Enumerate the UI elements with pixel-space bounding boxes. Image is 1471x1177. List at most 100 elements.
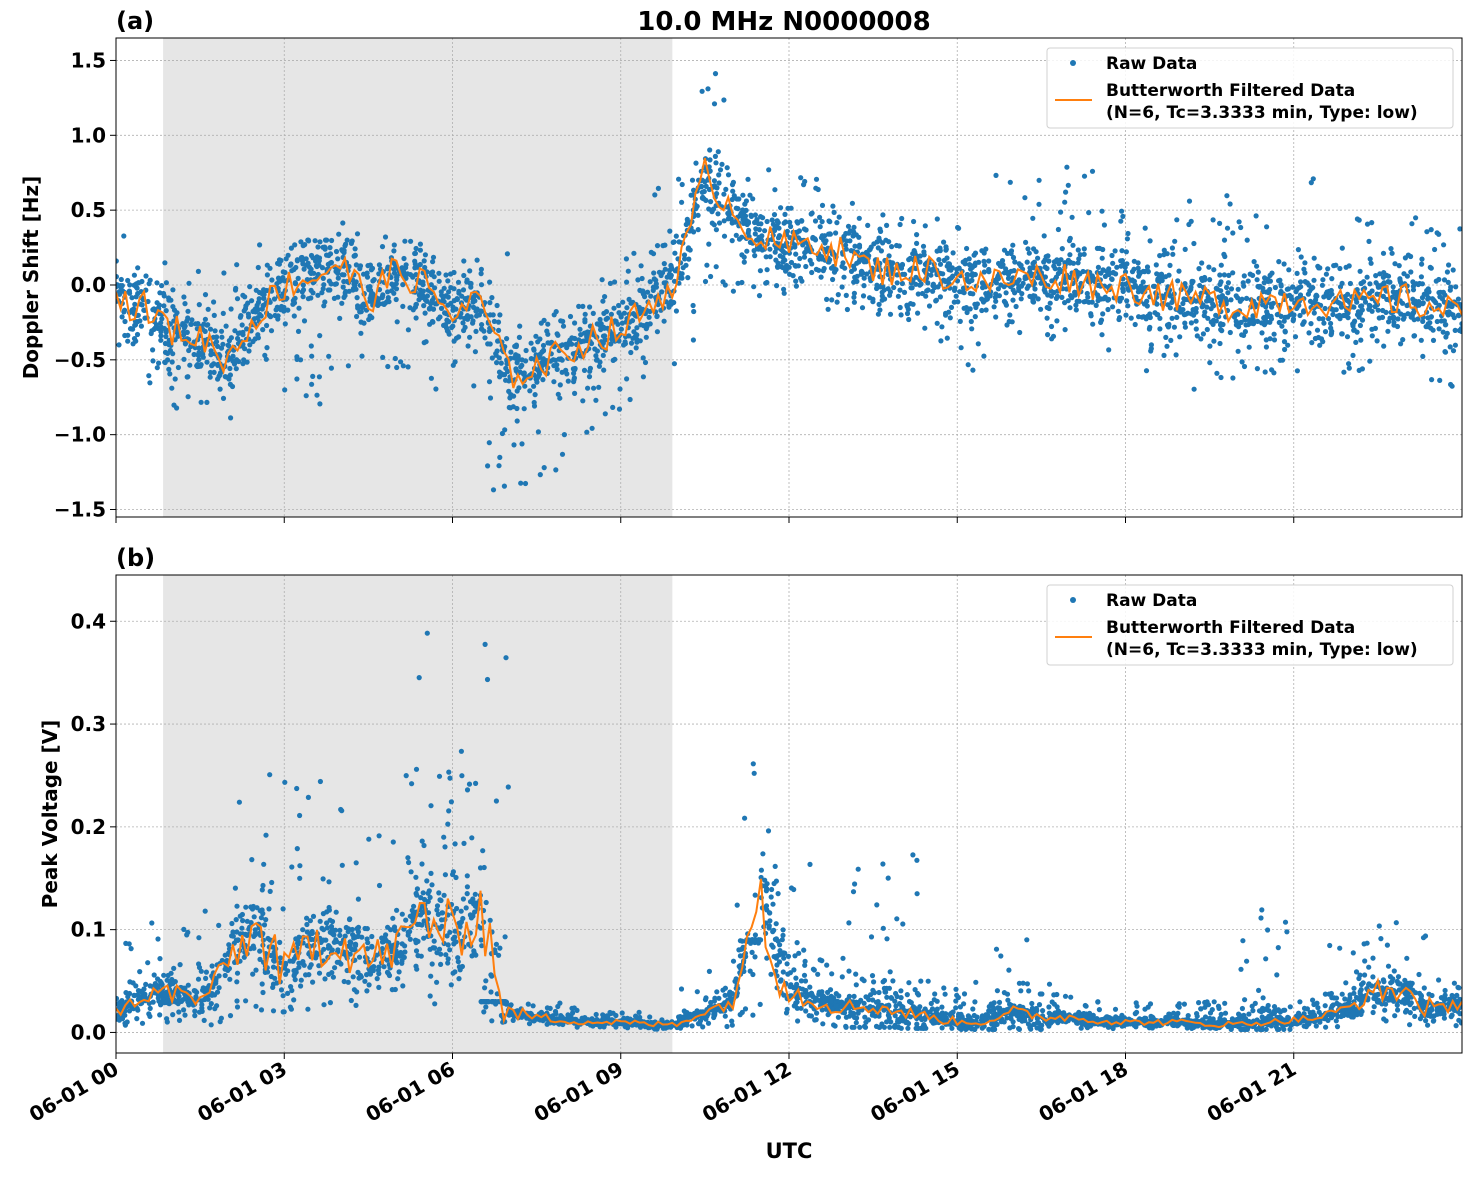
- raw-data-point: [442, 893, 447, 898]
- raw-data-point: [121, 233, 126, 238]
- raw-data-point: [487, 379, 492, 384]
- raw-data-point: [327, 945, 332, 950]
- raw-data-point: [1103, 295, 1108, 300]
- raw-data-point: [1361, 279, 1366, 284]
- raw-data-point: [1110, 304, 1115, 309]
- raw-data-point: [1010, 298, 1015, 303]
- raw-data-point: [1133, 322, 1138, 327]
- raw-data-point: [558, 382, 563, 387]
- raw-data-point: [517, 335, 522, 340]
- raw-data-point: [201, 355, 206, 360]
- raw-data-point: [587, 304, 592, 309]
- raw-data-point: [551, 379, 556, 384]
- raw-data-point: [122, 319, 127, 324]
- raw-data-point: [508, 350, 513, 355]
- raw-data-point: [679, 986, 684, 991]
- y-axis-label: Doppler Shift [Hz]: [19, 176, 43, 380]
- raw-data-point: [965, 273, 970, 278]
- raw-data-point: [466, 343, 471, 348]
- panel-label: (a): [116, 7, 154, 35]
- raw-data-point: [738, 953, 743, 958]
- raw-data-point: [1036, 296, 1041, 301]
- raw-data-point: [1046, 259, 1051, 264]
- raw-data-point: [553, 467, 558, 472]
- raw-data-point: [1063, 190, 1068, 195]
- raw-data-point: [400, 304, 405, 309]
- raw-data-point: [514, 406, 519, 411]
- raw-data-point: [199, 400, 204, 405]
- raw-data-point: [679, 200, 684, 205]
- raw-data-point: [428, 871, 433, 876]
- raw-data-point: [655, 314, 660, 319]
- raw-data-point: [676, 177, 681, 182]
- raw-data-point: [198, 364, 203, 369]
- raw-data-point: [261, 303, 266, 308]
- raw-data-point: [445, 278, 450, 283]
- raw-data-point: [1339, 305, 1344, 310]
- raw-data-point: [368, 313, 373, 318]
- raw-data-point: [966, 362, 971, 367]
- raw-data-point: [260, 981, 265, 986]
- raw-data-point: [234, 929, 239, 934]
- raw-data-point: [310, 290, 315, 295]
- x-axis-label: UTC: [766, 1139, 813, 1163]
- raw-data-point: [199, 1002, 204, 1007]
- raw-data-point: [322, 245, 327, 250]
- raw-data-point: [626, 269, 631, 274]
- raw-data-point: [1246, 279, 1251, 284]
- raw-data-point: [143, 273, 148, 278]
- raw-data-point: [425, 631, 430, 636]
- raw-data-point: [1398, 341, 1403, 346]
- raw-data-point: [478, 308, 483, 313]
- raw-data-point: [1381, 251, 1386, 256]
- raw-data-point: [1163, 335, 1168, 340]
- raw-data-point: [557, 1001, 562, 1006]
- raw-data-point: [227, 338, 232, 343]
- raw-data-point: [826, 232, 831, 237]
- raw-data-point: [1343, 313, 1348, 318]
- raw-data-point: [1054, 318, 1059, 323]
- raw-data-point: [503, 655, 508, 660]
- raw-data-point: [247, 284, 252, 289]
- raw-data-point: [342, 248, 347, 253]
- legend-label-filtered-params: (N=6, Tc=3.3333 min, Type: low): [1106, 103, 1418, 123]
- raw-data-point: [864, 250, 869, 255]
- raw-data-point: [1426, 295, 1431, 300]
- raw-data-point: [1100, 256, 1105, 261]
- raw-data-point: [840, 284, 845, 289]
- raw-data-point: [624, 376, 629, 381]
- raw-data-point: [652, 192, 657, 197]
- raw-data-point: [938, 248, 943, 253]
- raw-data-point: [1376, 308, 1381, 313]
- raw-data-point: [1049, 324, 1054, 329]
- raw-data-point: [1211, 217, 1216, 222]
- raw-data-point: [297, 876, 302, 881]
- raw-data-point: [170, 287, 175, 292]
- raw-data-point: [150, 307, 155, 312]
- raw-data-point: [1019, 284, 1024, 289]
- raw-data-point: [395, 976, 400, 981]
- raw-data-point: [443, 952, 448, 957]
- raw-data-point: [508, 1012, 513, 1017]
- raw-data-point: [1238, 225, 1243, 230]
- raw-data-point: [1170, 245, 1175, 250]
- raw-data-point: [1320, 316, 1325, 321]
- raw-data-point: [843, 231, 848, 236]
- raw-data-point: [803, 249, 808, 254]
- raw-data-point: [610, 405, 615, 410]
- raw-data-point: [352, 283, 357, 288]
- raw-data-point: [339, 301, 344, 306]
- raw-data-point: [735, 281, 740, 286]
- raw-data-point: [1381, 344, 1386, 349]
- raw-data-point: [604, 309, 609, 314]
- raw-data-point: [602, 294, 607, 299]
- raw-data-point: [593, 398, 598, 403]
- raw-data-point: [329, 366, 334, 371]
- raw-data-point: [1110, 261, 1115, 266]
- raw-data-point: [993, 314, 998, 319]
- raw-data-point: [473, 329, 478, 334]
- raw-data-point: [301, 294, 306, 299]
- raw-data-point: [203, 976, 208, 981]
- raw-data-point: [334, 910, 339, 915]
- raw-data-point: [1240, 359, 1245, 364]
